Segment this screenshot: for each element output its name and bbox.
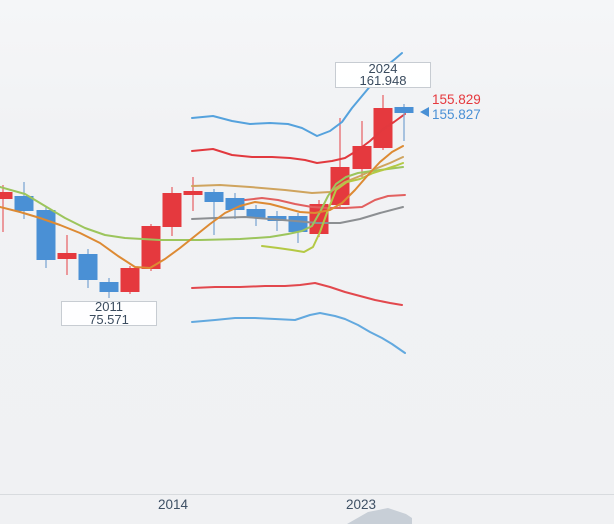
candle-body [394,107,414,113]
x-axis-line [0,494,614,495]
candle-body [352,146,372,169]
candle-body [141,226,161,269]
candle-2011 [99,278,119,298]
candle-body [120,268,140,292]
candle-body [267,216,287,221]
watermark-shape [347,508,412,524]
line-band-upper-red [191,113,406,164]
candle-2013 [141,224,161,271]
candle-body [99,282,119,292]
candle-body [373,108,393,148]
line-ma-orange [0,145,404,269]
candle-body [57,253,77,259]
line-ma-green [0,166,404,241]
line-ma-gray [191,206,404,224]
candle-body [78,254,98,280]
candle-body [183,191,203,195]
candle-2014 [162,187,182,236]
current-price-label: 155.827 [432,107,481,122]
line-band-lower-red [191,282,403,306]
annotation-value: 161.948 [359,73,407,88]
candle-2024 [373,95,393,150]
candle-body [14,196,34,211]
candle-2020 [288,213,308,243]
line-band-lower-blue [191,312,406,354]
annotation-high-2024: 2024 161.948 [335,62,431,88]
candle-2015 [183,177,203,211]
annotation-year: 2011 [95,299,123,314]
candle-2019 [267,211,287,231]
annotation-year: 2024 [368,60,398,76]
candle-2018 [246,205,266,226]
candle-body [0,192,13,199]
candle-body [204,192,224,202]
ask-price-label: 155.829 [432,92,481,107]
x-axis-label-2014: 2014 [157,497,189,512]
candle-2009 [57,235,77,275]
candle-2008 [36,206,56,268]
candle-2010 [78,249,98,288]
candle-2023 [352,121,372,177]
line-ma-chartreuse [261,162,404,253]
x-axis-label-2023: 2023 [345,497,377,512]
annotation-low-2011: 2011 75.571 [61,299,157,327]
candle-2016 [204,189,224,235]
candle-2012 [120,266,140,294]
annotation-value: 75.571 [89,311,129,327]
candle-body [246,209,266,218]
candle-body [162,193,182,227]
candle-2025 [394,104,414,141]
current-price-arrow-icon [420,107,429,117]
